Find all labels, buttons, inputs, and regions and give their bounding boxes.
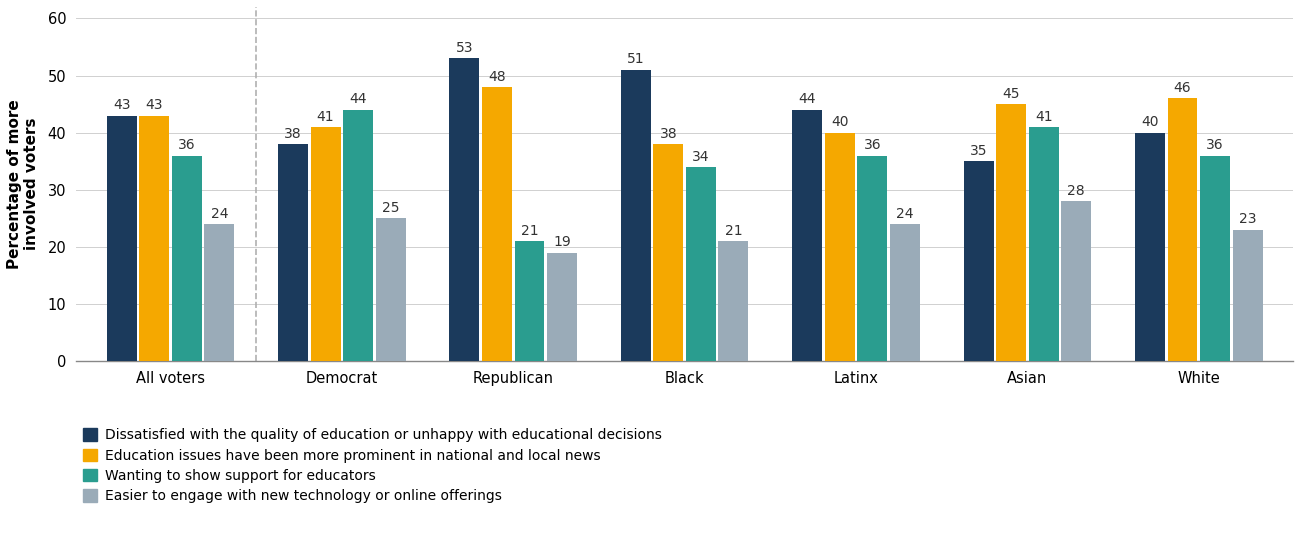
Text: 41: 41 [1035, 109, 1053, 123]
Text: 24: 24 [211, 207, 227, 221]
Bar [139, 115, 169, 362]
Text: 45: 45 [1002, 87, 1021, 101]
Text: 25: 25 [382, 201, 399, 215]
Text: 21: 21 [724, 224, 742, 238]
Text: 51: 51 [627, 52, 645, 66]
Text: 44: 44 [798, 92, 816, 106]
Text: 36: 36 [863, 138, 881, 152]
Text: 34: 34 [692, 150, 710, 163]
Bar [686, 167, 716, 362]
Bar [891, 224, 920, 362]
Bar [515, 241, 545, 362]
Bar [204, 224, 234, 362]
Y-axis label: Percentage of more
involved voters: Percentage of more involved voters [6, 99, 39, 269]
Text: 24: 24 [896, 207, 914, 221]
Text: 46: 46 [1174, 81, 1191, 95]
Bar [996, 104, 1026, 362]
Text: 41: 41 [317, 109, 334, 123]
Bar [1200, 155, 1230, 362]
Bar [376, 218, 406, 362]
Text: 48: 48 [488, 69, 506, 83]
Bar [278, 144, 308, 362]
Text: 53: 53 [455, 41, 473, 55]
Bar [311, 127, 341, 362]
Legend: Dissatisfied with the quality of education or unhappy with educational decisions: Dissatisfied with the quality of educati… [83, 428, 662, 503]
Bar [172, 155, 202, 362]
Bar [792, 110, 822, 362]
Text: 36: 36 [1206, 138, 1223, 152]
Bar [482, 87, 512, 362]
Bar [1061, 201, 1091, 362]
Text: 23: 23 [1239, 213, 1256, 226]
Bar [1167, 98, 1197, 362]
Bar [654, 144, 684, 362]
Text: 40: 40 [1141, 115, 1158, 129]
Text: 19: 19 [554, 235, 571, 249]
Text: 44: 44 [350, 92, 367, 106]
Bar [963, 161, 993, 362]
Text: 28: 28 [1067, 184, 1086, 198]
Bar [824, 132, 854, 362]
Bar [857, 155, 888, 362]
Bar [1028, 127, 1058, 362]
Bar [1135, 132, 1165, 362]
Text: 38: 38 [285, 127, 302, 140]
Bar [450, 58, 480, 362]
Bar [107, 115, 136, 362]
Bar [621, 70, 651, 362]
Text: 35: 35 [970, 144, 987, 158]
Bar [1232, 230, 1262, 362]
Bar [547, 253, 577, 362]
Text: 21: 21 [521, 224, 538, 238]
Text: 43: 43 [146, 98, 162, 112]
Text: 40: 40 [831, 115, 849, 129]
Bar [343, 110, 373, 362]
Text: 38: 38 [659, 127, 677, 140]
Text: 43: 43 [113, 98, 130, 112]
Text: 36: 36 [178, 138, 195, 152]
Bar [719, 241, 749, 362]
